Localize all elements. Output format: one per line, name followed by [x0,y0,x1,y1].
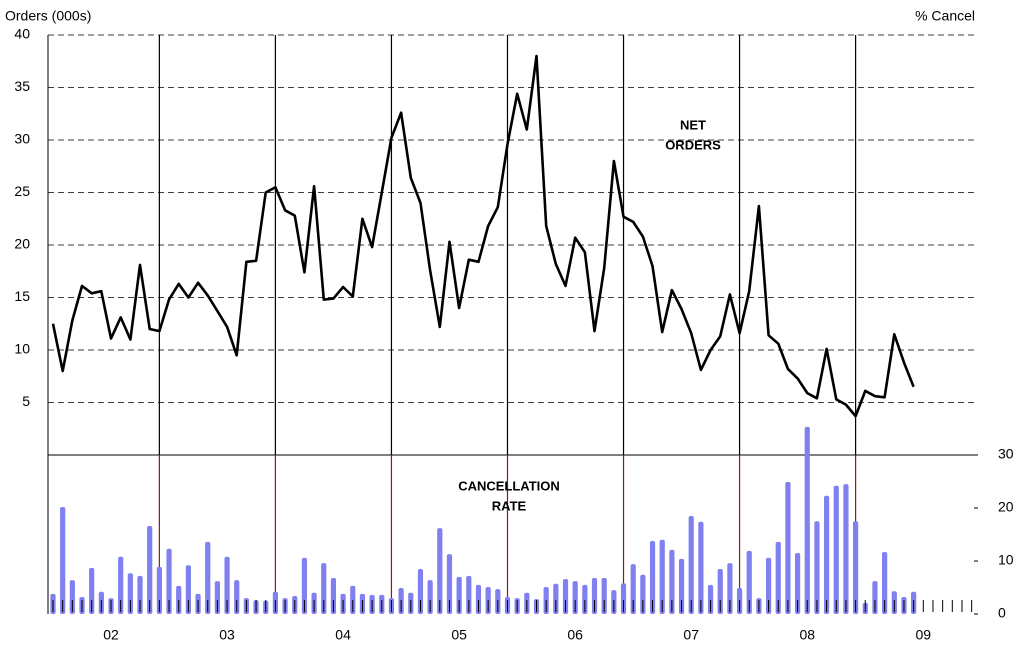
bar [60,506,66,614]
y2-axis-title: % Cancel [915,8,975,24]
bar [630,564,636,614]
x-tick-label: 07 [683,627,699,643]
bar [437,528,443,614]
bar [746,550,752,614]
y2-tick-label: 20 [998,499,1014,515]
bar [553,583,559,614]
y-tick-label: 40 [14,26,30,42]
bar [649,540,656,614]
bar [640,574,646,614]
bar [417,568,424,614]
bar [824,495,830,614]
bar [620,583,627,614]
bar [872,581,878,614]
bar [591,577,598,614]
y-tick-label: 25 [14,183,30,199]
bar [176,585,182,614]
bar [69,580,75,614]
bar [882,551,888,614]
bar [698,521,704,614]
bar [446,554,453,614]
bar [814,521,820,614]
annotation: ORDERS [665,137,721,152]
bar [127,573,133,614]
bar [843,484,849,614]
annotation: RATE [492,498,527,513]
bar [350,585,356,614]
bar [765,557,772,614]
bar [147,526,153,614]
bar [224,556,230,614]
line [51,54,915,418]
x-tick-label: 09 [916,627,932,643]
bar [562,579,569,614]
bar [601,577,607,614]
bar [785,482,791,614]
bar [804,426,810,614]
bar [466,575,472,614]
x-tick-label: 08 [799,627,815,643]
bar [688,515,694,614]
bar [427,580,433,614]
y-tick-label: 10 [14,341,30,357]
annotation: NET [680,117,706,132]
bar [118,556,124,614]
x-tick-label: 06 [567,627,583,643]
y-tick-label: 20 [14,236,30,252]
bar [678,558,685,614]
bar [89,567,95,614]
annotation: CANCELLATION [458,478,560,493]
bar [853,521,859,614]
bar [321,563,327,614]
y-tick-label: 15 [14,288,30,304]
y2-tick-label: 0 [998,605,1006,621]
bar [669,549,675,614]
y-axis-title: Orders (000s) [5,8,91,24]
bar [156,566,162,614]
y-tick-label: 30 [14,131,30,147]
bar [572,581,578,614]
x-tick-label: 02 [103,627,119,643]
y2-tick-label: 30 [998,446,1014,462]
bar [205,541,211,614]
y-tick-label: 35 [14,78,30,94]
bar [775,541,781,614]
bar [707,584,714,614]
y2-tick-label: 10 [998,552,1014,568]
bar [833,485,839,614]
bar [234,580,240,614]
bar [727,563,733,614]
bar [330,577,337,614]
bar [301,557,308,614]
bar [166,548,172,614]
bar [185,565,191,614]
x-tick-label: 03 [219,627,235,643]
bar [717,568,723,614]
bar [214,581,220,614]
x-tick-label: 05 [451,627,467,643]
bar [582,584,588,614]
x-tick-label: 04 [335,627,351,643]
bar [659,539,665,614]
y-tick-label: 5 [22,393,30,409]
bar [137,575,143,614]
bar [794,553,801,614]
bar [456,576,462,614]
bar [475,584,482,614]
